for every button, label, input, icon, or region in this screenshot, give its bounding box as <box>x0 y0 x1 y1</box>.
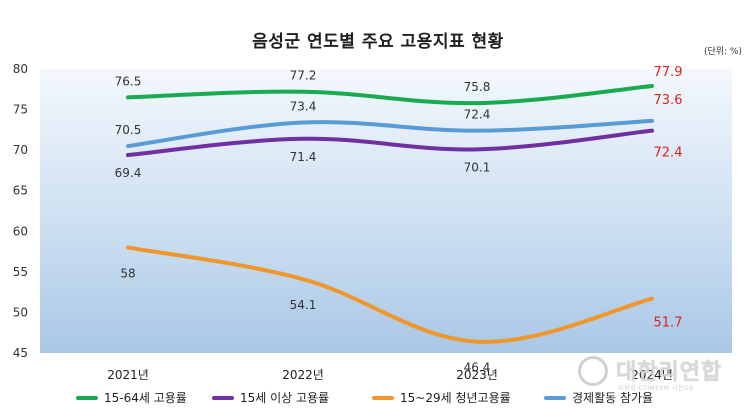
data-label: 76.5 <box>115 74 142 88</box>
data-point <box>301 277 305 281</box>
legend-item-employment-15-64: 15-64세 고용률 <box>76 389 187 406</box>
data-point <box>126 153 130 157</box>
legend-label: 15-64세 고용률 <box>104 391 187 405</box>
series-line-youth-employment <box>126 245 654 344</box>
y-tick-label: 80 <box>13 62 28 76</box>
data-point <box>475 340 479 344</box>
legend-swatch <box>372 395 394 400</box>
legend: 15-64세 고용률 15세 이상 고용률 15~29세 청년고용률 경제활동 … <box>0 389 756 411</box>
data-point <box>301 121 305 125</box>
data-point <box>301 90 305 94</box>
watermark-subtext: 위원회 CTIMESM 사진DB <box>618 385 694 392</box>
legend-swatch <box>212 395 234 400</box>
data-point <box>475 101 479 105</box>
data-label: 77.9 <box>654 65 683 80</box>
data-point <box>301 137 305 141</box>
data-point <box>475 147 479 151</box>
x-tick-label: 2024년 <box>631 368 673 382</box>
data-label: 70.5 <box>115 123 142 137</box>
legend-label: 15~29세 청년고용률 <box>400 391 511 405</box>
data-label: 72.4 <box>464 108 491 122</box>
data-label: 71.4 <box>290 150 317 164</box>
series-line-participation <box>126 118 654 149</box>
data-point <box>126 246 130 250</box>
series-line-employment-15-64 <box>126 84 654 106</box>
series-line-employment-15-over <box>126 128 654 158</box>
chart-title: 음성군 연도별 주요 고용지표 현황 <box>252 32 504 52</box>
y-tick-label: 50 <box>13 305 28 319</box>
data-label: 75.8 <box>464 80 491 94</box>
watermark-logo: 대한리연합 위원회 CTIMESM 사진DB <box>578 352 742 396</box>
data-point <box>126 95 130 99</box>
y-tick-label: 60 <box>13 224 28 238</box>
y-tick-label: 70 <box>13 143 28 157</box>
unit-label: (단위: %) <box>703 47 742 57</box>
data-label: 46.4 <box>464 361 491 375</box>
x-tick-label: 2021년 <box>107 368 149 382</box>
y-tick-label: 75 <box>13 103 28 117</box>
data-label: 51.7 <box>654 316 683 331</box>
data-label: 54.1 <box>290 298 317 312</box>
legend-swatch <box>544 395 566 400</box>
x-tick-label: 2022년 <box>282 368 324 382</box>
legend-item-youth-employment: 15~29세 청년고용률 <box>372 389 511 406</box>
data-point <box>650 119 654 123</box>
watermark-circle-icon <box>578 356 608 386</box>
legend-item-employment-15-over: 15세 이상 고용률 <box>212 389 329 406</box>
data-label: 77.2 <box>290 69 317 83</box>
data-point <box>650 84 654 88</box>
legend-item-participation: 경제활동 참가율 <box>544 389 653 406</box>
data-label: 73.4 <box>290 100 317 114</box>
y-tick-label: 45 <box>13 346 28 360</box>
data-point <box>126 144 130 148</box>
y-tick-label: 65 <box>13 184 28 198</box>
x-tick-label: 2023년 <box>456 368 498 382</box>
data-label: 58 <box>120 267 135 281</box>
data-label: 73.6 <box>654 93 683 108</box>
data-point <box>650 129 654 133</box>
legend-label: 15세 이상 고용률 <box>240 391 330 405</box>
legend-swatch <box>76 395 98 400</box>
legend-label: 경제활동 참가율 <box>572 391 654 405</box>
plot-area <box>40 69 732 353</box>
watermark-text: 대한리연합 <box>616 360 723 385</box>
data-label: 69.4 <box>115 166 142 180</box>
data-label: 72.4 <box>654 146 683 161</box>
data-point <box>650 297 654 301</box>
y-tick-label: 55 <box>13 265 28 279</box>
data-label: 70.1 <box>464 160 491 174</box>
data-point <box>475 129 479 133</box>
